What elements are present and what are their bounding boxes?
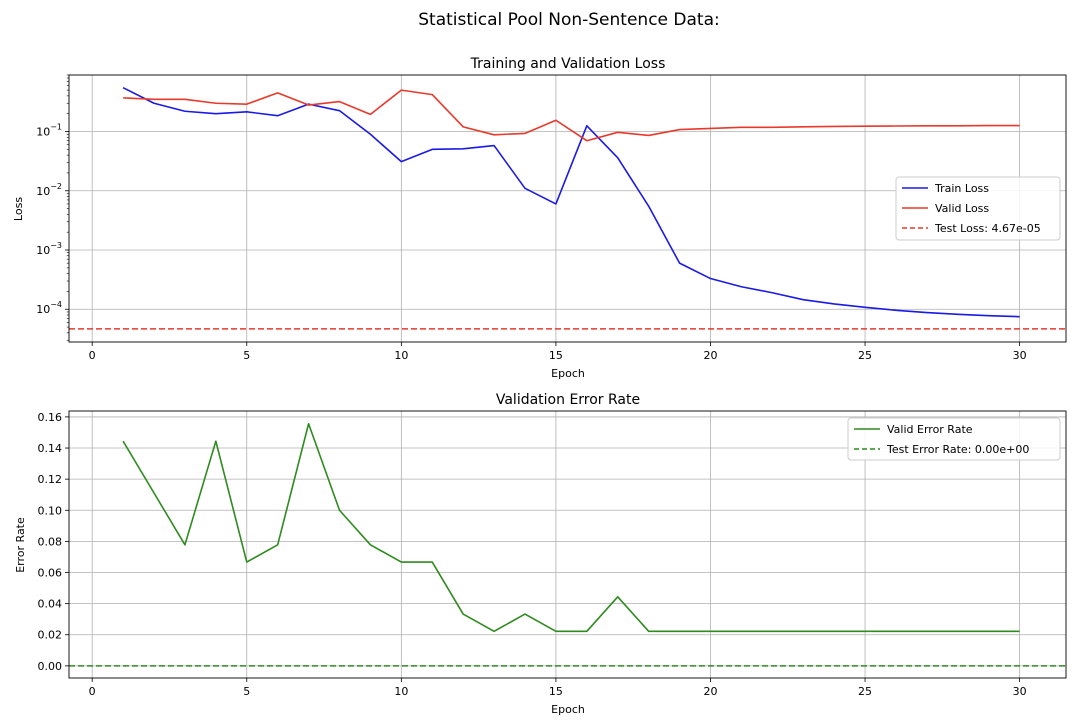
error-rate-chart-xlabel: Epoch <box>551 703 585 716</box>
loss-chart-xlabel: Epoch <box>551 367 585 380</box>
loss-chart-y-tick-label: 10−3 <box>36 241 62 257</box>
error-rate-chart-x-tick-label: 30 <box>1013 685 1027 698</box>
error-rate-chart-legend: Valid Error Rate Test Error Rate: 0.00e+0… <box>847 417 1061 461</box>
loss-chart-x-tick-label: 25 <box>858 349 872 362</box>
loss-chart-y-tick-label: 10−2 <box>36 182 62 198</box>
error-rate-chart-x-tick-label: 0 <box>89 685 96 698</box>
loss-chart-plot-area <box>69 86 1066 330</box>
error-rate-chart-x-tick-label: 15 <box>549 685 563 698</box>
error-rate-chart-y-tick-label: 0.00 <box>38 660 63 673</box>
error-rate-chart-ylabel: Error Rate <box>14 517 27 573</box>
loss-chart-legend-label-0: Train Loss <box>934 182 989 195</box>
loss-chart-legend-box <box>895 176 1061 241</box>
error-rate-chart-x-tick-label: 5 <box>243 685 250 698</box>
loss-chart-x-tick-label: 20 <box>703 349 717 362</box>
loss-chart-x-tick-label: 0 <box>89 349 96 362</box>
loss-chart-series-line-0 <box>122 86 1020 318</box>
error-rate-chart: Validation Error Rate Epoch Error Rate 0… <box>14 392 1067 716</box>
loss-chart-legend-label-2: Test Loss: 4.67e-05 <box>934 222 1041 235</box>
error-rate-chart-y-tick-label: 0.16 <box>38 411 63 424</box>
loss-chart-axes-frame <box>68 74 1067 343</box>
error-rate-chart-axes-frame <box>68 410 1067 679</box>
error-rate-chart-y-tick-label: 0.08 <box>38 535 63 548</box>
error-rate-chart-x-tick-label: 10 <box>394 685 408 698</box>
error-rate-chart-y-tick-label: 0.02 <box>38 629 63 642</box>
loss-chart-title: Training and Validation Loss <box>470 56 666 72</box>
loss-chart-y-tick-label: 10−4 <box>36 300 62 316</box>
error-rate-chart-legend-label-0: Valid Error Rate <box>887 423 973 436</box>
error-rate-chart-x-tick-label: 25 <box>858 685 872 698</box>
loss-chart-legend-label-1: Valid Loss <box>935 202 989 215</box>
error-rate-chart-legend-box <box>847 417 1061 461</box>
loss-chart-series-line-1 <box>123 89 1020 142</box>
error-rate-chart-series-line-0 <box>122 422 1020 633</box>
loss-chart-x-tick-label: 10 <box>394 349 408 362</box>
error-rate-chart-y-tick-label: 0.12 <box>38 473 63 486</box>
loss-chart-ylabel: Loss <box>12 197 25 221</box>
error-rate-chart-y-tick-label: 0.14 <box>38 442 63 455</box>
loss-chart-x-tick-label: 30 <box>1013 349 1027 362</box>
error-rate-chart-grid <box>69 411 1066 678</box>
loss-chart: Training and Validation Loss Epoch Loss … <box>12 56 1067 380</box>
error-rate-chart-y-tick-label: 0.06 <box>38 567 63 580</box>
loss-chart-x-tick-label: 5 <box>243 349 250 362</box>
loss-chart-x-tick-label: 15 <box>549 349 563 362</box>
loss-chart-legend: Train Loss Valid Loss Test Loss: 4.67e-05 <box>895 176 1061 241</box>
error-rate-chart-legend-label-1: Test Error Rate: 0.00e+00 <box>886 443 1029 456</box>
error-rate-chart-title: Validation Error Rate <box>496 392 640 408</box>
error-rate-chart-y-tick-label: 0.10 <box>38 504 63 517</box>
error-rate-chart-plot-area <box>69 422 1066 667</box>
error-rate-chart-x-tick-label: 20 <box>703 685 717 698</box>
figure-suptitle: Statistical Pool Non-Sentence Data: <box>418 10 719 30</box>
loss-chart-y-tick-label: 10−1 <box>36 123 62 139</box>
error-rate-chart-y-tick-label: 0.04 <box>38 598 63 611</box>
